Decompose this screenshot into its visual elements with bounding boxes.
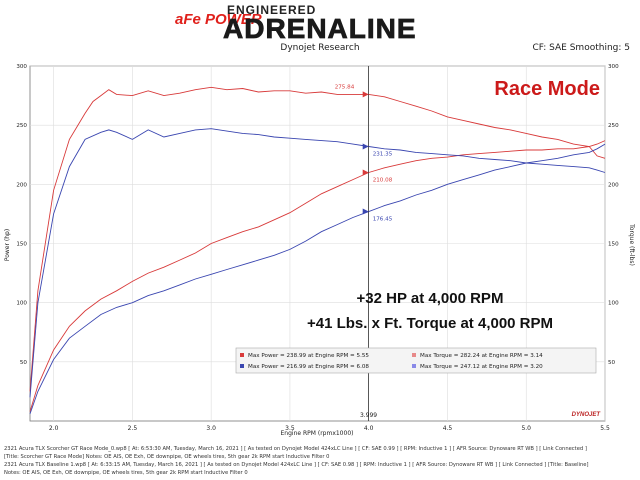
x-tick-label: 2.0 <box>49 425 59 432</box>
marker-value: 231.35 <box>373 151 393 157</box>
y-tick-label-left: 250 <box>16 123 27 129</box>
y-tick-label-left: 150 <box>16 242 27 248</box>
dyno-chart: 2.0 2.5 3.0 3.5 4.0 4.5 5.0 5.5 50 100 150 200 250 30… <box>4 64 635 437</box>
series-line <box>29 140 606 412</box>
legend-entry: Max Power = 238.99 at Engine RPM = 5.55 <box>248 353 369 359</box>
marker-value: 210.08 <box>373 178 393 184</box>
x-axis-label: Engine RPM (rpmx1000) <box>281 430 354 437</box>
headline-hp: +32 HP at 4,000 RPM <box>357 290 504 307</box>
marker-value: 275.84 <box>335 84 355 90</box>
series-line <box>29 128 606 398</box>
x-tick-label: 5.5 <box>600 425 610 432</box>
header-source: Dynojet Research <box>280 43 360 53</box>
series-lines <box>29 86 606 415</box>
y-tick-label-right: 250 <box>608 123 619 129</box>
tick-labels: 2.0 2.5 3.0 3.5 4.0 4.5 5.0 5.5 50 100 150 200 250 30… <box>16 64 619 432</box>
dynojet-watermark: DYNOJET <box>572 412 602 418</box>
x-tick-label: 4.5 <box>443 425 453 432</box>
y-tick-label-right: 300 <box>608 64 619 70</box>
y-axis-label-left: Power (hp) <box>4 229 11 261</box>
x-tick-label: 3.0 <box>206 425 216 432</box>
x-tick-label: 2.5 <box>128 425 138 432</box>
y-tick-label-right: 150 <box>608 242 619 248</box>
headline-torque: +41 Lbs. x Ft. Torque at 4,000 RPM <box>307 315 553 332</box>
footer-run-1-notes: [Title: Scorcher GT Race Mode] Notes: OE… <box>4 454 330 460</box>
cursor-marker <box>362 91 369 98</box>
legend-entry: Max Torque = 282.24 at Engine RPM = 3.14 <box>420 353 543 359</box>
x-tick-label: 5.0 <box>521 425 531 432</box>
brand-name: aFe POWER <box>175 11 262 28</box>
footer-run-2: 2321 Acura TLX Baseline 1.wp8 [ At: 6:33… <box>4 462 589 468</box>
legend-entry: Max Torque = 247.12 at Engine RPM = 3.20 <box>420 364 543 370</box>
logo-top: ENGINEERED <box>227 3 316 17</box>
logo-main: ADRENALINE <box>223 13 417 40</box>
y-tick-label-left: 50 <box>20 360 28 366</box>
mode-label: Race Mode <box>494 78 600 100</box>
y-tick-label-left: 200 <box>16 182 27 188</box>
cursor-marker <box>362 208 369 215</box>
header-correction: CF: SAE Smoothing: 5 <box>532 43 630 53</box>
y-tick-label-left: 100 <box>16 301 27 307</box>
x-tick-label: 4.0 <box>364 425 374 432</box>
marker-value: 176.45 <box>373 217 393 223</box>
series-line <box>29 86 606 392</box>
y-tick-label-right: 200 <box>608 182 619 188</box>
y-tick-label-right: 50 <box>608 360 616 366</box>
y-axis-label-right: Torque (ft-lbs) <box>628 223 635 266</box>
legend-box: Max Power = 238.99 at Engine RPM = 5.55 … <box>235 347 597 374</box>
y-tick-label-left: 300 <box>16 64 27 70</box>
legend-entry: Max Power = 216.99 at Engine RPM = 6.08 <box>248 364 369 370</box>
cursor-marker <box>362 143 369 150</box>
brand-logo: aFe POWER ENGINEERED ADRENALINE <box>175 3 417 40</box>
footer-run-1: 2321 Acura TLX Scorcher GT Race Mode_0.w… <box>4 446 587 452</box>
cursor-markers: 275.84 210.08 231.35 176.45 <box>335 84 393 222</box>
x-tick-label: 3.5 <box>285 425 295 432</box>
footer-run-2-notes: Notes: OE AIS, OE Exh, OE downpipe, OE w… <box>4 470 248 476</box>
cursor-marker <box>362 169 369 176</box>
cursor-label: 3.999 <box>360 412 377 419</box>
y-tick-label-right: 100 <box>608 301 619 307</box>
series-line <box>29 143 606 415</box>
